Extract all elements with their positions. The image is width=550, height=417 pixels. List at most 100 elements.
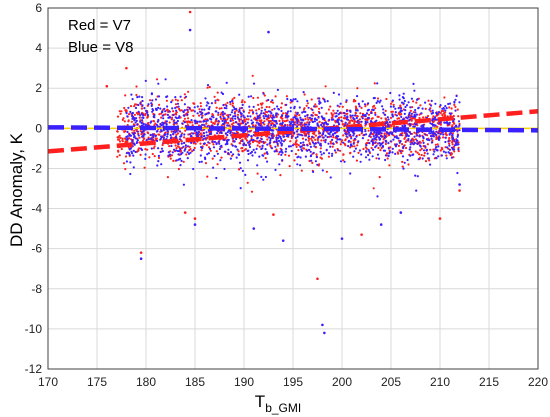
data-point — [163, 134, 166, 137]
data-point — [389, 105, 392, 108]
data-point — [180, 142, 183, 145]
data-point — [448, 102, 452, 105]
data-point — [186, 151, 189, 154]
data-point — [447, 140, 450, 143]
data-point — [193, 146, 196, 150]
data-point — [131, 112, 134, 115]
data-point — [443, 114, 446, 117]
data-point — [349, 172, 352, 175]
data-point — [415, 189, 418, 192]
data-point — [266, 138, 269, 141]
data-point — [376, 97, 380, 100]
fit-lines — [47, 109, 539, 154]
data-point — [354, 105, 357, 108]
data-point — [307, 137, 311, 140]
data-point — [251, 125, 254, 129]
data-point — [313, 132, 316, 136]
data-point — [343, 114, 346, 117]
data-point — [423, 151, 426, 155]
data-point — [289, 106, 292, 109]
data-point — [391, 99, 394, 102]
data-point — [243, 120, 246, 123]
data-point — [257, 103, 260, 106]
data-point — [213, 154, 216, 158]
data-point — [324, 85, 327, 88]
data-point — [256, 140, 259, 143]
data-point — [395, 143, 398, 146]
data-point — [174, 112, 177, 115]
data-point — [241, 119, 244, 123]
data-point — [448, 121, 451, 124]
data-point — [420, 112, 423, 115]
data-point — [330, 116, 333, 119]
data-point — [294, 141, 297, 144]
data-point — [373, 96, 376, 100]
data-point — [363, 133, 366, 136]
data-point — [187, 152, 191, 155]
data-point — [395, 135, 398, 138]
data-point — [402, 145, 405, 148]
data-point — [349, 144, 353, 147]
data-point — [302, 119, 305, 122]
legend-box: Red = V7 Blue = V8 — [68, 17, 133, 56]
data-point — [441, 113, 444, 117]
data-point — [207, 102, 210, 105]
data-point — [269, 120, 272, 123]
data-point — [321, 169, 324, 172]
data-point — [439, 149, 442, 152]
data-point — [165, 109, 168, 112]
data-point — [447, 102, 450, 106]
data-point — [178, 115, 181, 118]
data-point — [176, 149, 179, 153]
data-point — [354, 114, 357, 117]
data-point — [248, 111, 251, 114]
data-point — [453, 140, 456, 143]
data-point — [413, 135, 416, 138]
data-point — [201, 123, 204, 126]
data-point — [120, 110, 123, 113]
data-point — [207, 141, 210, 144]
data-point — [275, 134, 278, 137]
data-point — [123, 137, 127, 140]
data-point — [428, 159, 431, 162]
data-point — [300, 148, 303, 151]
data-point — [409, 146, 412, 149]
data-point — [219, 115, 222, 119]
data-point — [172, 130, 175, 133]
data-point — [330, 135, 333, 138]
data-point — [374, 111, 377, 114]
data-point — [165, 123, 168, 126]
data-point — [182, 160, 185, 163]
data-point — [306, 102, 309, 105]
data-point — [357, 119, 360, 122]
data-point — [307, 139, 310, 142]
data-point — [157, 147, 160, 150]
data-point — [280, 153, 283, 156]
data-point — [444, 132, 447, 136]
data-point — [130, 150, 133, 153]
data-point — [231, 117, 234, 120]
data-point — [244, 123, 247, 126]
data-point — [135, 85, 138, 88]
data-point — [314, 134, 317, 137]
data-point — [246, 130, 249, 133]
data-point — [237, 122, 240, 125]
data-point — [410, 97, 413, 100]
data-point — [443, 111, 447, 114]
data-point — [354, 112, 358, 115]
data-point — [240, 112, 243, 115]
data-point — [184, 144, 187, 147]
data-point — [127, 152, 131, 155]
data-point — [431, 131, 434, 134]
data-point — [379, 149, 382, 152]
data-point — [434, 102, 437, 105]
data-point — [137, 134, 140, 137]
data-point — [264, 108, 267, 111]
data-point — [286, 112, 289, 115]
data-point — [445, 157, 448, 160]
data-point — [183, 133, 186, 136]
data-point — [133, 117, 136, 120]
data-point — [301, 134, 304, 137]
data-point — [180, 133, 183, 137]
data-point — [375, 119, 378, 122]
